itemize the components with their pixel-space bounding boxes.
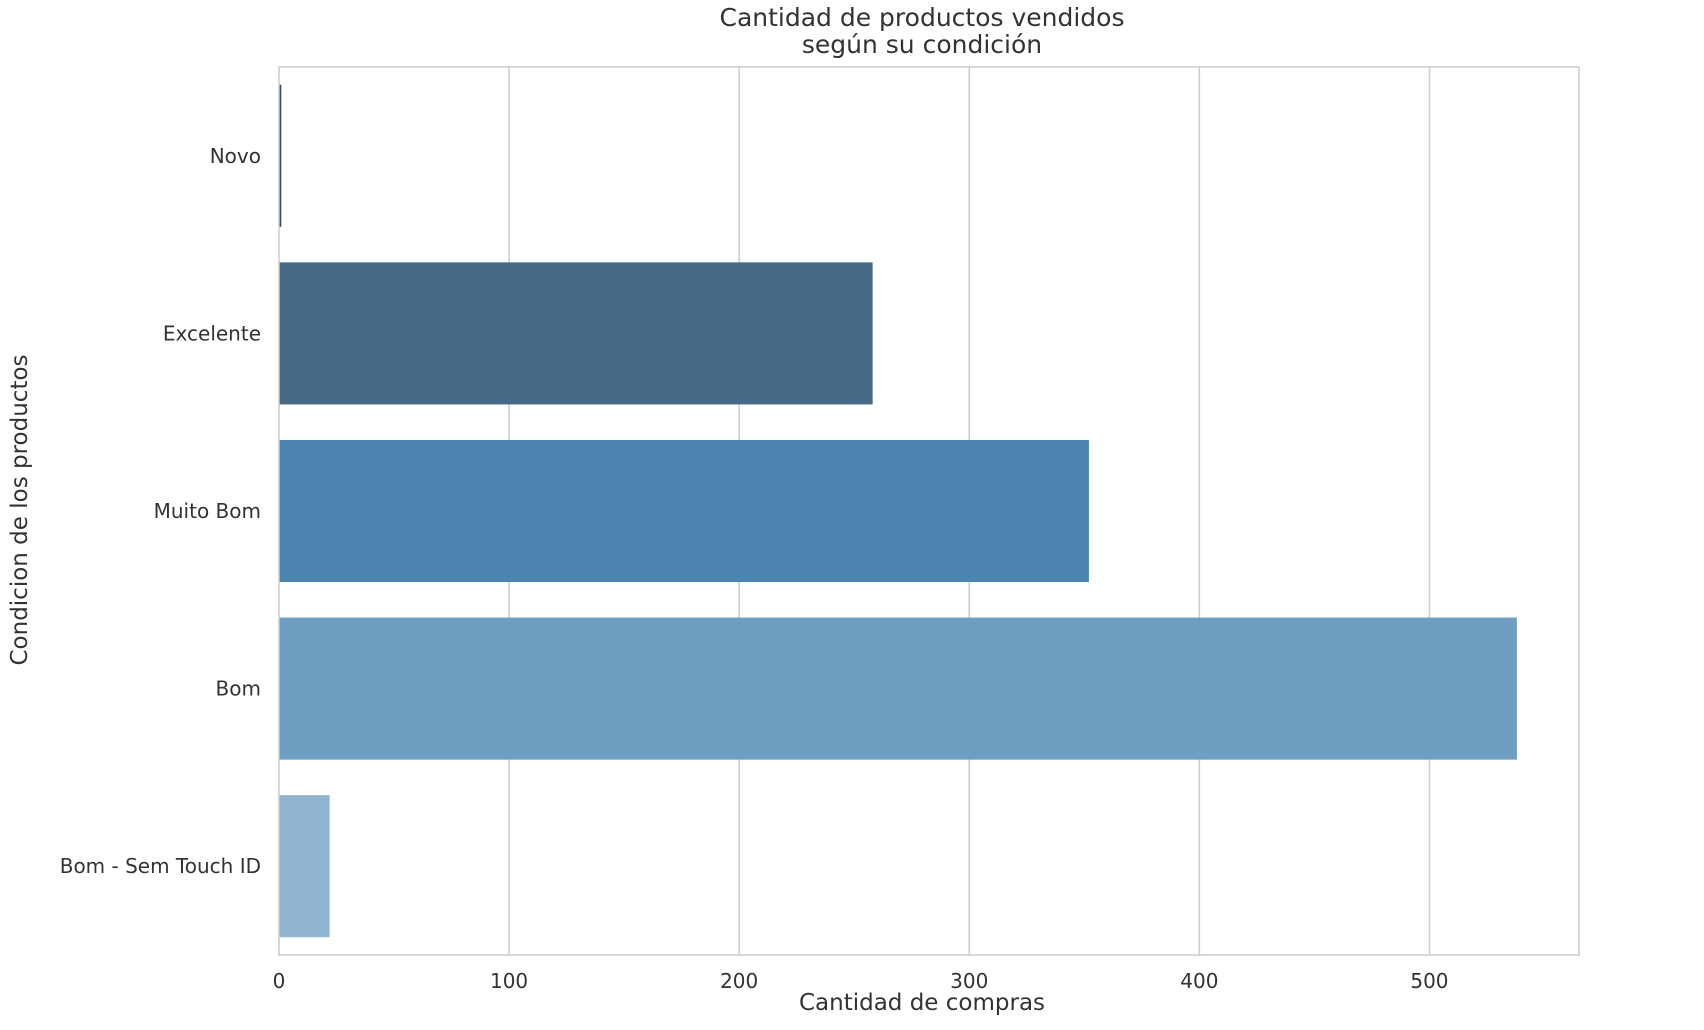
y-axis-ticks: Novo Excelente Muito Bom Bom Bom - Sem Touch… [60, 144, 261, 878]
bars [279, 84, 1517, 938]
x-tick-label: 0 [273, 969, 286, 993]
x-axis-ticks: 0 100 200 300 400 500 [273, 969, 1449, 993]
bar [279, 439, 1089, 583]
chart-title-line-1: Cantidad de productos vendidos [719, 3, 1124, 32]
chart-title-line-2: según su condición [802, 30, 1042, 59]
x-axis-title: Cantidad de compras [799, 990, 1045, 1016]
x-tick-label: 100 [490, 969, 528, 993]
y-tick-label: Bom [216, 677, 261, 701]
plot-frame [278, 66, 1580, 956]
y-tick-label: Bom - Sem Touch ID [60, 854, 261, 878]
y-tick-label: Excelente [163, 321, 261, 345]
y-tick-label: Novo [210, 144, 261, 168]
bar [279, 795, 330, 938]
y-axis-title: Condicion de los productos [7, 354, 33, 665]
x-tick-label: 200 [720, 969, 758, 993]
x-tick-label: 500 [1410, 969, 1448, 993]
bar [279, 617, 1517, 760]
x-tick-label: 400 [1180, 969, 1218, 993]
bar [279, 262, 873, 405]
bar [279, 84, 282, 227]
y-tick-label: Muito Bom [154, 499, 261, 523]
x-tick-label: 300 [950, 969, 988, 993]
